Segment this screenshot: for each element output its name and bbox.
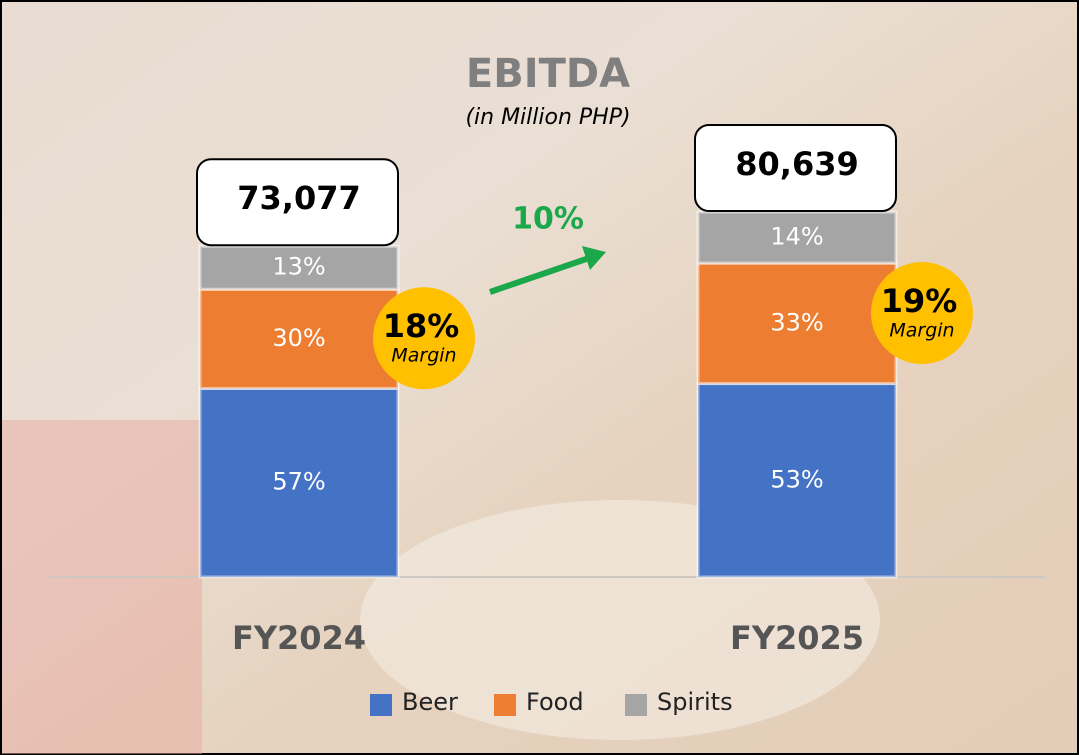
margin-badge (373, 287, 475, 390)
data-label: 13% (272, 253, 325, 281)
total-label: 80,639 (735, 145, 858, 183)
data-label: 57% (272, 468, 325, 496)
margin-label: Margin (889, 320, 954, 342)
legend-label: Food (526, 688, 584, 716)
total-box (694, 124, 897, 212)
bar-segment (198, 386, 400, 579)
background-photo (2, 420, 202, 754)
margin-badge (871, 262, 973, 364)
bar-segment (696, 382, 898, 579)
x-tick-label: FY2024 (232, 619, 366, 657)
legend-swatch (370, 694, 392, 716)
data-label: 33% (770, 308, 823, 336)
data-label: 14% (770, 223, 823, 251)
chart-title: EBITDA (466, 51, 630, 97)
total-box (196, 158, 399, 247)
growth-arrow-head (582, 246, 606, 270)
total-label: 73,077 (237, 179, 360, 217)
legend-swatch (494, 694, 516, 716)
growth-arrow (489, 254, 593, 295)
bar-segment (696, 210, 898, 265)
data-label: 30% (272, 324, 325, 352)
chart-subtitle: (in Million PHP) (465, 105, 630, 130)
margin-value: 19% (881, 282, 958, 320)
data-label: 53% (770, 465, 823, 493)
growth-label: 10% (512, 202, 584, 237)
legend-swatch (625, 694, 647, 716)
margin-value: 18% (383, 307, 460, 345)
legend-label: Spirits (657, 688, 733, 716)
x-tick-label: FY2025 (730, 619, 864, 657)
margin-label: Margin (391, 345, 456, 367)
legend-label: Beer (402, 688, 458, 716)
